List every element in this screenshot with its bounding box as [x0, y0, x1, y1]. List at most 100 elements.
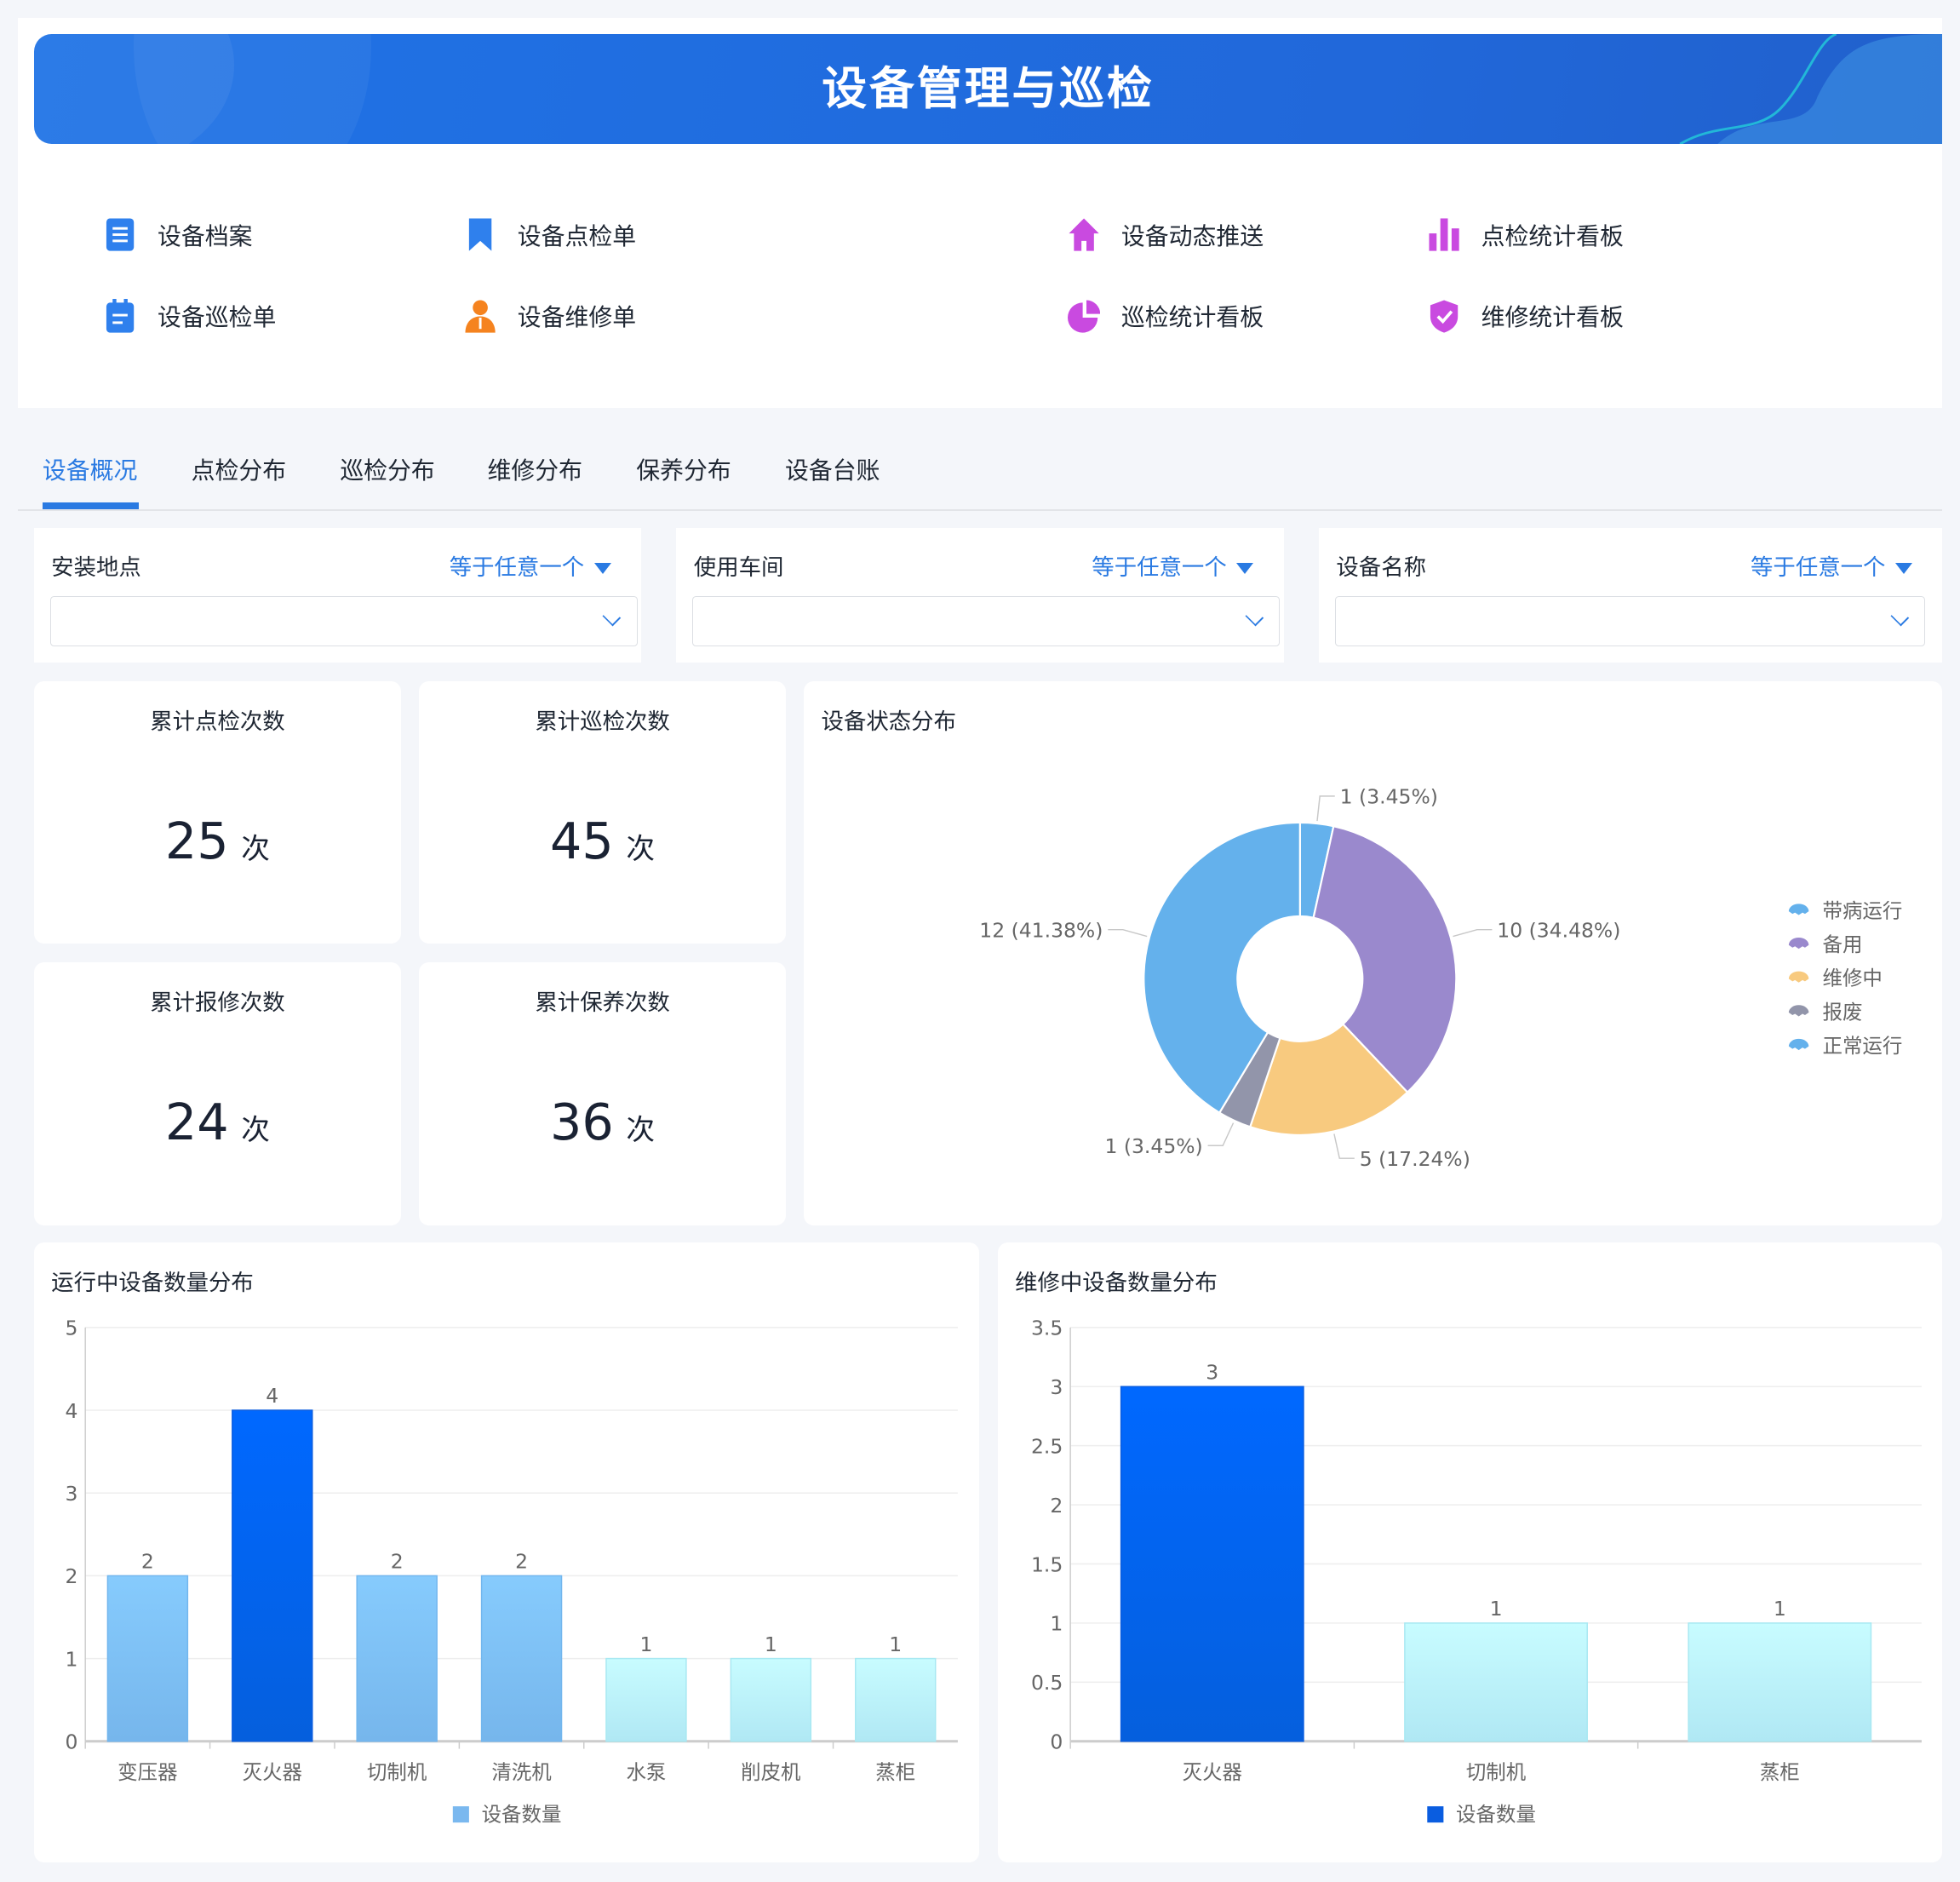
nav-label: 设备档案 [157, 221, 253, 250]
y-tick-label: 1 [65, 1648, 77, 1672]
y-tick-label: 4 [65, 1399, 77, 1423]
pie-leader-line [1207, 1122, 1235, 1147]
tab-patrol[interactable]: 巡检分布 [340, 456, 435, 485]
bar [854, 1658, 937, 1742]
nav-label: 设备点检单 [517, 221, 637, 250]
shield-check-icon [1430, 300, 1458, 333]
legend-swatch [1426, 1806, 1443, 1823]
kpi-value: 24 [164, 1093, 229, 1152]
nav-item-dynamic-push[interactable]: 设备动态推送 [1068, 216, 1264, 254]
filter-workshop: 使用车间 等于任意一个 [676, 527, 1284, 663]
pie-data-label: 12 (41.38%) [979, 919, 1103, 943]
y-tick-label: 1 [1050, 1612, 1063, 1636]
donut-chart: 1 (3.45%) 10 (34.48%) 5 (17.24%) 1 (3.45%) 1… [979, 785, 1902, 1171]
x-tick-label: 切制机 [1465, 1760, 1525, 1784]
filter-operator-dropdown[interactable]: 等于任意一个 [1092, 548, 1254, 582]
filter-operator-dropdown[interactable]: 等于任意一个 [450, 548, 611, 582]
nav-item-patrol-form[interactable]: 设备巡检单 [104, 297, 276, 335]
kpi-unit: 次 [626, 1113, 656, 1147]
clipboard-icon [106, 298, 135, 333]
bar [480, 1575, 562, 1742]
page-title: 设备管理与巡检 [822, 62, 1155, 115]
caret-down-icon [593, 563, 611, 575]
install-location-select[interactable] [49, 596, 638, 646]
chart-title: 维修中设备数量分布 [1015, 1270, 1218, 1297]
pie-leader-line [1316, 795, 1335, 822]
chevron-down-icon [1245, 607, 1264, 626]
wave-decoration [1679, 33, 1943, 144]
tab-divider [17, 508, 1943, 512]
tab-spot-check[interactable]: 点检分布 [191, 456, 287, 485]
nav-item-spot-check-board[interactable]: 点检统计看板 [1428, 216, 1624, 254]
pie-data-label: 5 (17.24%) [1360, 1147, 1470, 1171]
nav-item-spot-check-form[interactable]: 设备点检单 [464, 216, 636, 254]
y-tick-label: 0.5 [1031, 1671, 1063, 1695]
legend-label: 带病运行 [1822, 899, 1902, 923]
pie-slice [1143, 821, 1301, 1115]
nav-label: 设备巡检单 [157, 303, 277, 332]
pie-leader-line [1333, 1133, 1355, 1160]
pie-slice [1312, 824, 1458, 1094]
x-tick-label: 蒸柜 [1759, 1760, 1799, 1784]
banner: 设备管理与巡检 [33, 33, 1943, 144]
nav-item-repair-form[interactable]: 设备维修单 [464, 297, 636, 335]
legend-swatch [452, 1806, 469, 1823]
caret-down-icon [1236, 563, 1254, 575]
legend-marker-icon [1788, 904, 1809, 915]
y-tick-label: 1.5 [1031, 1553, 1063, 1577]
bar-value-label: 1 [1773, 1597, 1785, 1621]
bar-chart-icon [1429, 218, 1459, 252]
kpi-unit: 次 [626, 831, 656, 865]
bar-value-label: 1 [764, 1632, 777, 1656]
nav-item-patrol-board[interactable]: 巡检统计看板 [1067, 297, 1264, 335]
filter-label: 安装地点 [51, 554, 141, 582]
x-tick-label: 蒸柜 [875, 1760, 915, 1784]
legend-label: 正常运行 [1822, 1034, 1902, 1058]
pie-leader-line [1453, 929, 1493, 938]
legend-marker-icon [1788, 1005, 1809, 1017]
chevron-down-icon [603, 607, 622, 626]
kpi-value: 45 [550, 811, 614, 870]
nav-item-equipment-archive[interactable]: 设备档案 [104, 216, 253, 254]
bar-value-label: 2 [515, 1550, 528, 1574]
workshop-select[interactable] [692, 596, 1281, 646]
equipment-name-select[interactable] [1334, 596, 1925, 646]
y-tick-label: 2.5 [1031, 1435, 1063, 1459]
pie-data-label: 10 (34.48%) [1497, 919, 1620, 943]
tab-ledger[interactable]: 设备台账 [784, 456, 880, 485]
home-icon [1069, 218, 1099, 252]
x-tick-label: 灭火器 [242, 1760, 301, 1784]
tab-maintenance[interactable]: 保养分布 [636, 456, 731, 485]
filter-label: 使用车间 [693, 554, 784, 582]
legend-label: 维修中 [1822, 967, 1882, 990]
x-tick-label: 清洗机 [491, 1760, 551, 1784]
y-tick-label: 3.5 [1031, 1317, 1063, 1340]
chart-title: 设备状态分布 [821, 709, 956, 736]
kpi-repair-report-count: 累计报修次数 24 次 [33, 962, 402, 1225]
kpi-maintenance-count: 累计保养次数 36 次 [418, 962, 787, 1225]
bar-value-label: 1 [639, 1632, 652, 1656]
kpi-value: 25 [164, 811, 229, 870]
pie-data-label: 1 (3.45%) [1340, 785, 1438, 809]
chart-title: 运行中设备数量分布 [51, 1270, 254, 1297]
kpi-value: 36 [550, 1093, 614, 1152]
x-tick-label: 水泵 [626, 1760, 666, 1784]
y-tick-label: 2 [65, 1564, 77, 1588]
bar-value-label: 2 [141, 1550, 154, 1574]
nav-item-repair-board[interactable]: 维修统计看板 [1428, 297, 1624, 335]
bar [1687, 1622, 1871, 1742]
legend-marker-icon [1788, 971, 1809, 983]
chevron-down-icon [1890, 607, 1909, 626]
tab-repair[interactable]: 维修分布 [487, 456, 583, 485]
pie-slice [1248, 1023, 1409, 1137]
kpi-title: 累计报修次数 [150, 990, 285, 1017]
kpi-spot-check-count: 累计点检次数 25 次 [33, 681, 402, 944]
tab-overview[interactable]: 设备概况 [42, 456, 138, 485]
filter-operator-dropdown[interactable]: 等于任意一个 [1751, 548, 1913, 582]
y-tick-label: 5 [65, 1317, 77, 1340]
bar-value-label: 1 [1489, 1597, 1502, 1621]
operator-label: 等于任意一个 [449, 554, 585, 582]
kpi-title: 累计保养次数 [535, 990, 670, 1017]
active-tab-indicator [42, 502, 139, 509]
